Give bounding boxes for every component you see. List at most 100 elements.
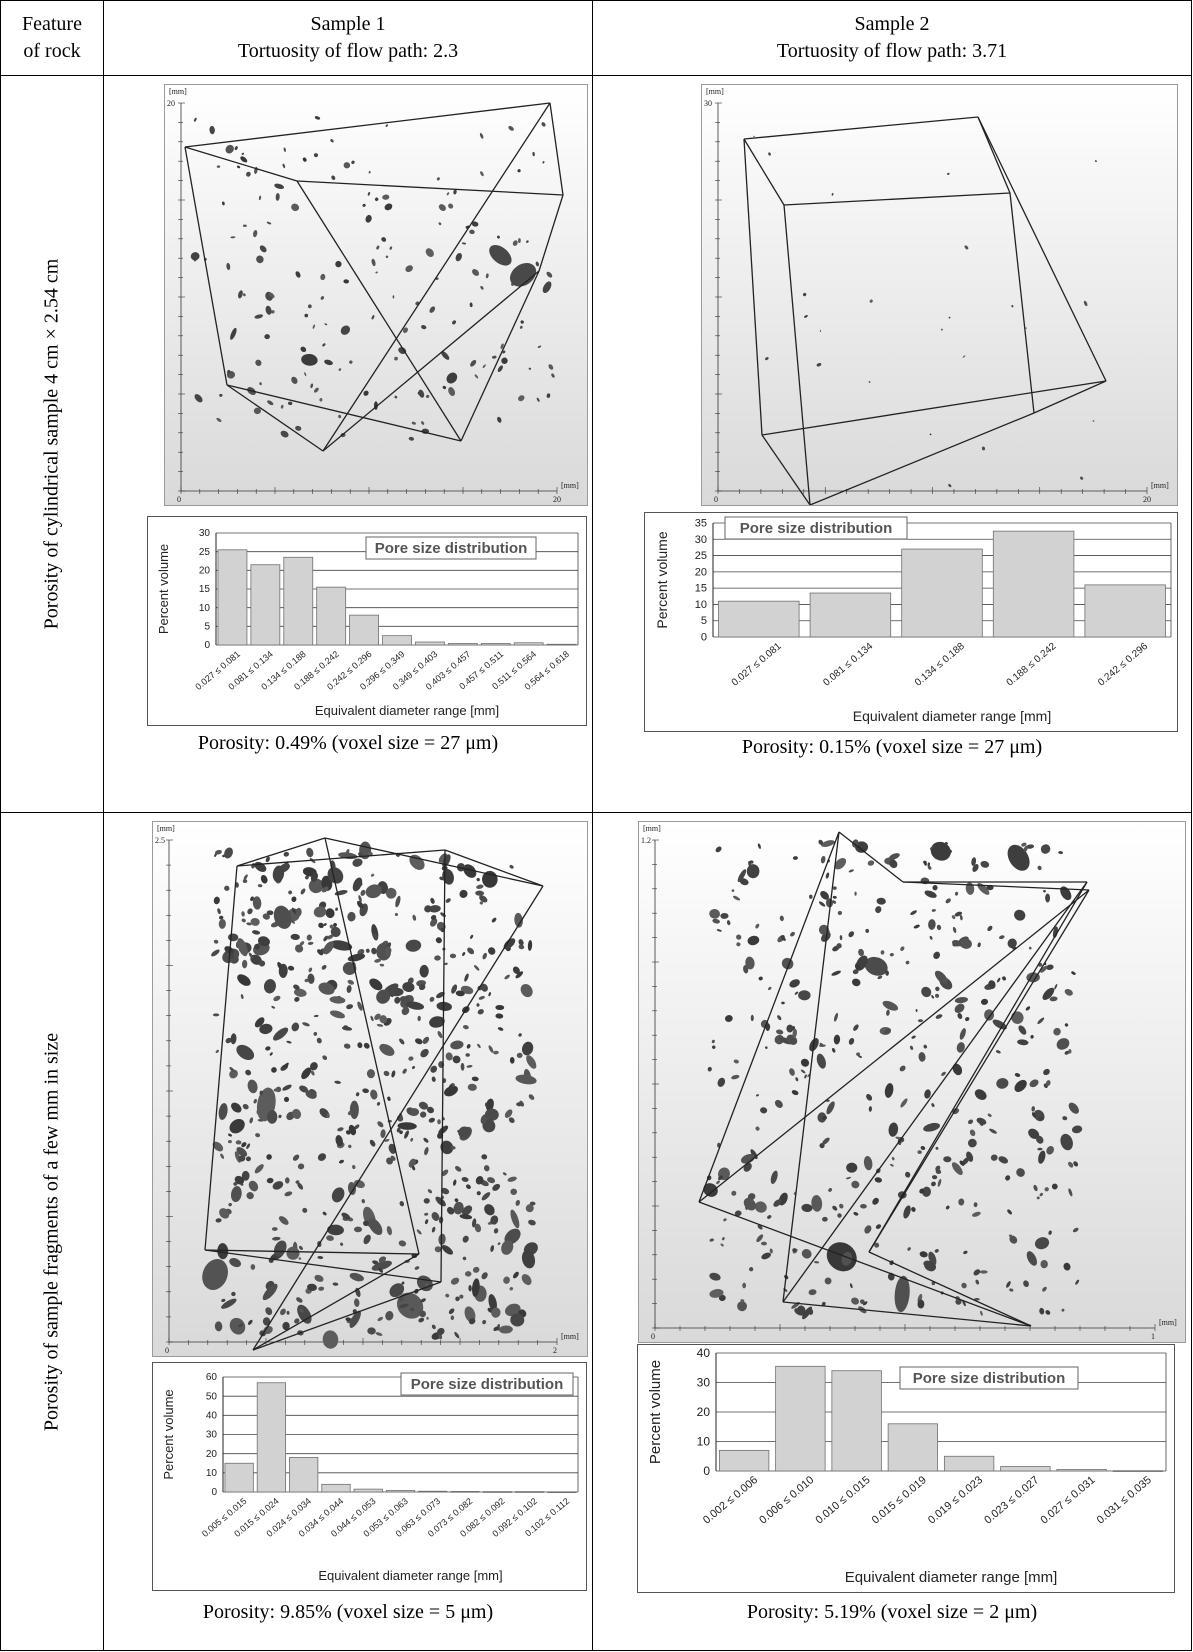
pore	[384, 946, 392, 954]
pore	[241, 959, 248, 969]
pore	[739, 878, 749, 886]
pore	[305, 1090, 317, 1099]
pore	[341, 1212, 351, 1220]
pore	[343, 162, 351, 169]
bounding-box-edge	[324, 837, 544, 887]
pore	[319, 397, 323, 402]
pore	[438, 204, 446, 211]
pore	[259, 1023, 273, 1035]
y-tick-label: 25	[695, 550, 707, 562]
pore	[273, 1088, 279, 1092]
bounding-box-edge	[743, 138, 785, 206]
pore	[935, 986, 940, 992]
pore	[402, 1068, 407, 1074]
pore	[1060, 1133, 1073, 1151]
pore	[718, 1175, 723, 1181]
pore	[818, 901, 826, 907]
pore	[460, 1062, 465, 1071]
pore	[832, 1205, 838, 1211]
bounding-box-edge	[838, 831, 904, 883]
pore	[293, 984, 300, 990]
pore	[321, 964, 327, 970]
pore	[246, 171, 251, 177]
s2-cylinder-caption: Porosity: 0.15% (voxel size = 27 μm)	[741, 736, 1043, 758]
pore	[546, 393, 551, 398]
pore	[880, 950, 885, 955]
pore	[426, 1316, 429, 1320]
pore	[236, 1147, 248, 1157]
pore	[376, 989, 391, 1004]
pore	[889, 859, 898, 869]
pore	[929, 845, 935, 850]
pore	[884, 1028, 891, 1034]
pore	[816, 362, 822, 367]
pore	[300, 346, 307, 353]
pore	[322, 1055, 328, 1060]
pore	[440, 927, 445, 933]
pore	[308, 967, 313, 973]
pore	[848, 1038, 855, 1045]
pore	[1009, 1288, 1014, 1292]
pore	[509, 1056, 515, 1064]
pore	[287, 965, 295, 971]
pore	[459, 889, 468, 898]
pore	[917, 1150, 922, 1155]
pore	[929, 935, 933, 940]
pore	[482, 952, 487, 960]
pore	[230, 1033, 237, 1045]
bounding-box-edge	[761, 434, 811, 505]
pore	[1046, 964, 1054, 970]
render-background	[639, 822, 1185, 1342]
pore	[262, 1317, 271, 1326]
pore	[745, 956, 755, 970]
s2-cylinder-chart-svg: 0 5 10 15 20 25 30 35 0.027 ≤ 0.081 0.081 ≤ 0.134…	[654, 516, 1172, 724]
pore	[899, 1065, 906, 1072]
pore	[945, 898, 951, 904]
pore	[470, 934, 474, 939]
pore	[425, 394, 430, 399]
pore	[394, 395, 398, 399]
pore	[282, 163, 286, 169]
pore	[306, 847, 314, 858]
pore	[216, 417, 222, 422]
pore	[1061, 1308, 1065, 1312]
pore	[377, 1316, 383, 1322]
pore	[542, 281, 552, 294]
pore	[1033, 1184, 1038, 1192]
pore	[412, 1065, 416, 1070]
x-tick-label: 0.031 ≤ 0.035	[1095, 1474, 1154, 1526]
pore	[826, 1101, 835, 1115]
pore	[712, 918, 720, 924]
pore	[325, 908, 335, 919]
pore	[911, 1207, 916, 1212]
pore	[1023, 845, 1028, 852]
pore	[352, 877, 363, 892]
pore	[265, 1046, 271, 1051]
pore	[475, 1176, 484, 1185]
y-scale-unit: [mm]	[169, 87, 187, 96]
pore	[920, 1145, 926, 1151]
pore	[476, 877, 480, 882]
y-scale-unit: [mm]	[157, 824, 175, 833]
pore	[409, 1307, 415, 1312]
pore	[347, 1182, 357, 1195]
pore	[466, 1044, 471, 1049]
pore	[833, 1034, 841, 1045]
pore	[726, 920, 731, 926]
pore	[217, 1243, 229, 1260]
pore	[528, 1094, 535, 1100]
bounding-box-edge	[698, 831, 840, 1203]
pore	[1053, 1027, 1061, 1036]
pore	[368, 170, 371, 174]
pore	[212, 1141, 224, 1152]
bounding-box-edge	[440, 849, 446, 1283]
pore	[519, 325, 523, 329]
pore	[923, 1044, 928, 1049]
pore	[363, 1220, 369, 1227]
pore	[292, 1108, 302, 1120]
bar	[415, 641, 445, 646]
pore	[917, 1019, 924, 1023]
bar	[992, 530, 1075, 638]
pore	[733, 1059, 739, 1064]
pore	[475, 890, 485, 896]
